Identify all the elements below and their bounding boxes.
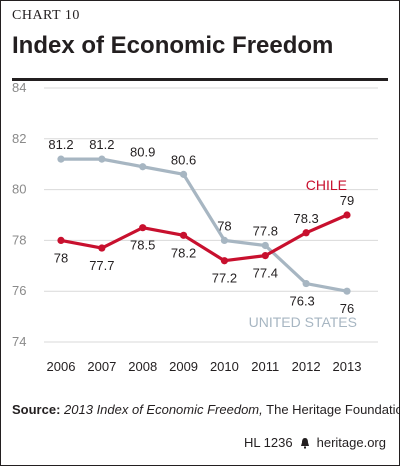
data-labels: 78 77.7 78.5 78.2 77.2 77.4 78.3 79 81.2 81.2 80.9…	[48, 137, 354, 316]
y-tick-label-84: 84	[12, 80, 26, 95]
grid-lines	[44, 87, 378, 343]
source-publication: 2013 Index of Economic Freedom,	[64, 402, 263, 417]
x-tick-label-2008: 2008	[128, 359, 157, 374]
y-tick-label-74: 74	[12, 334, 26, 349]
point-chile-2007	[98, 244, 106, 252]
y-tick-label-80: 80	[12, 182, 26, 197]
source-publisher: The Heritage Foundation.	[262, 402, 400, 417]
label-us-2009: 80.6	[171, 152, 196, 167]
source-note: Source: 2013 Index of Economic Freedom, …	[12, 402, 400, 417]
site-link[interactable]: heritage.org	[316, 435, 386, 450]
label-chile-2009: 78.2	[171, 245, 196, 260]
label-us-2008: 80.9	[130, 145, 155, 160]
footer: HL 1236 heritage.org	[244, 435, 386, 450]
report-code: HL 1236	[243, 435, 293, 450]
point-united-states-2006	[57, 155, 65, 163]
y-tick-label-78: 78	[12, 232, 26, 247]
label-us-2010: 78	[217, 218, 231, 233]
label-us-2011: 77.8	[253, 223, 278, 238]
label-us-2013: 76	[340, 301, 354, 316]
title-rule	[12, 78, 388, 81]
x-tick-label-2011: 2011	[251, 359, 279, 374]
chart-title: Index of Economic Freedom	[12, 32, 334, 59]
label-us-2007: 81.2	[89, 137, 114, 152]
label-chile-2011: 77.4	[253, 266, 278, 281]
x-tick-label-2009: 2009	[169, 359, 198, 374]
x-tick-label-2010: 2010	[210, 359, 239, 374]
point-chile-2010	[220, 257, 229, 265]
point-chile-2013	[343, 211, 351, 219]
label-chile-2008: 78.5	[130, 238, 155, 253]
point-chile-2009	[179, 231, 188, 239]
point-united-states-2012	[302, 279, 310, 288]
series-line-united-states	[61, 157, 348, 293]
x-tick-label-2013: 2013	[333, 359, 362, 374]
point-united-states-2009	[179, 170, 188, 178]
y-tick-label-76: 76	[12, 283, 26, 298]
label-chile-2010: 77.2	[212, 271, 237, 286]
point-chile-2012	[302, 229, 310, 237]
point-chile-2008	[139, 224, 147, 232]
series-lines	[57, 155, 351, 295]
y-axis-ticks: 74 76 78 80 82 84	[12, 80, 26, 349]
series-name-united-states: UNITED STATES	[249, 314, 357, 330]
label-us-2012: 76.3	[289, 294, 314, 309]
series-line-chile	[60, 213, 348, 263]
point-united-states-2007	[98, 155, 106, 163]
point-united-states-2013	[343, 287, 351, 295]
label-chile-2006: 78	[54, 250, 68, 265]
x-tick-label-2006: 2006	[47, 359, 76, 374]
point-united-states-2008	[139, 163, 147, 171]
x-tick-label-2012: 2012	[292, 359, 321, 374]
chart-number: CHART 10	[12, 8, 80, 23]
x-tick-label-2007: 2007	[87, 359, 116, 374]
label-chile-2013: 79	[340, 193, 354, 208]
series-name-chile: CHILE	[306, 177, 347, 193]
label-us-2006: 81.2	[48, 137, 73, 152]
liberty-bell-icon	[300, 437, 309, 448]
point-chile-2011	[261, 252, 269, 260]
source-label: Source:	[12, 402, 61, 417]
label-chile-2007: 77.7	[89, 258, 114, 273]
point-united-states-2011	[261, 241, 269, 250]
series-labels: CHILE UNITED STATES	[249, 177, 357, 330]
point-chile-2006	[57, 236, 65, 244]
point-united-states-2010	[220, 236, 229, 244]
y-tick-label-82: 82	[12, 131, 26, 146]
label-chile-2012: 78.3	[293, 211, 318, 226]
line-chart: 74 76 78 80 82 84 2006 2007 2008 2009 2010 2011 201…	[12, 80, 378, 374]
x-axis-ticks: 2006 2007 2008 2009 2010 2011 2012 2013	[47, 359, 362, 374]
